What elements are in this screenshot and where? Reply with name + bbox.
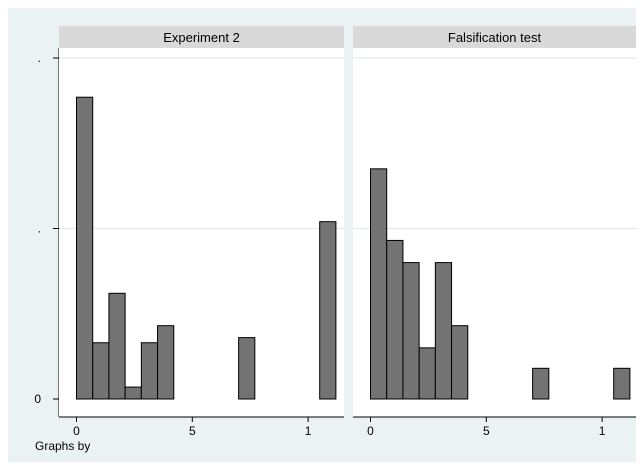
x-tick-label: 1 bbox=[305, 424, 312, 438]
y-tick-label: . bbox=[38, 222, 41, 236]
y-tick-label: 0 bbox=[34, 392, 41, 406]
x-tick-label: 1 bbox=[599, 424, 606, 438]
panel-header bbox=[59, 26, 344, 48]
histogram-bar bbox=[386, 239, 404, 400]
histogram-bar bbox=[238, 337, 256, 400]
histogram-bar bbox=[370, 168, 388, 400]
panel-header bbox=[353, 26, 636, 48]
histogram-bar bbox=[451, 325, 469, 400]
x-tick-label: 0 bbox=[367, 424, 374, 438]
histogram-bar bbox=[108, 292, 126, 400]
histogram-bar bbox=[76, 96, 94, 400]
histogram-bar bbox=[157, 325, 175, 400]
histogram-bar bbox=[140, 342, 159, 400]
figure-background: 0.. Experiment 2 0 5 1 Falsification test 0 5 1 … bbox=[8, 8, 636, 462]
graphs-by-note: Graphs by bbox=[35, 439, 91, 453]
histogram-bar bbox=[418, 347, 436, 400]
histogram-bar bbox=[124, 386, 142, 400]
x-tick-label: 5 bbox=[483, 424, 490, 438]
histogram-chart: 0.. Experiment 2 0 5 1 Falsification test 0 5 1 bbox=[34, 26, 636, 438]
histogram-bar bbox=[402, 262, 420, 400]
histogram-bar bbox=[434, 262, 453, 400]
histogram-bar bbox=[532, 367, 550, 400]
histogram-bar bbox=[613, 367, 631, 400]
x-tick-label: 5 bbox=[189, 424, 196, 438]
panel-title: Experiment 2 bbox=[163, 30, 240, 45]
y-tick-label: . bbox=[38, 51, 41, 65]
histogram-bar bbox=[92, 342, 110, 400]
panel-title: Falsification test bbox=[448, 30, 542, 45]
histogram-bar bbox=[319, 221, 337, 400]
x-tick-label: 0 bbox=[73, 424, 80, 438]
